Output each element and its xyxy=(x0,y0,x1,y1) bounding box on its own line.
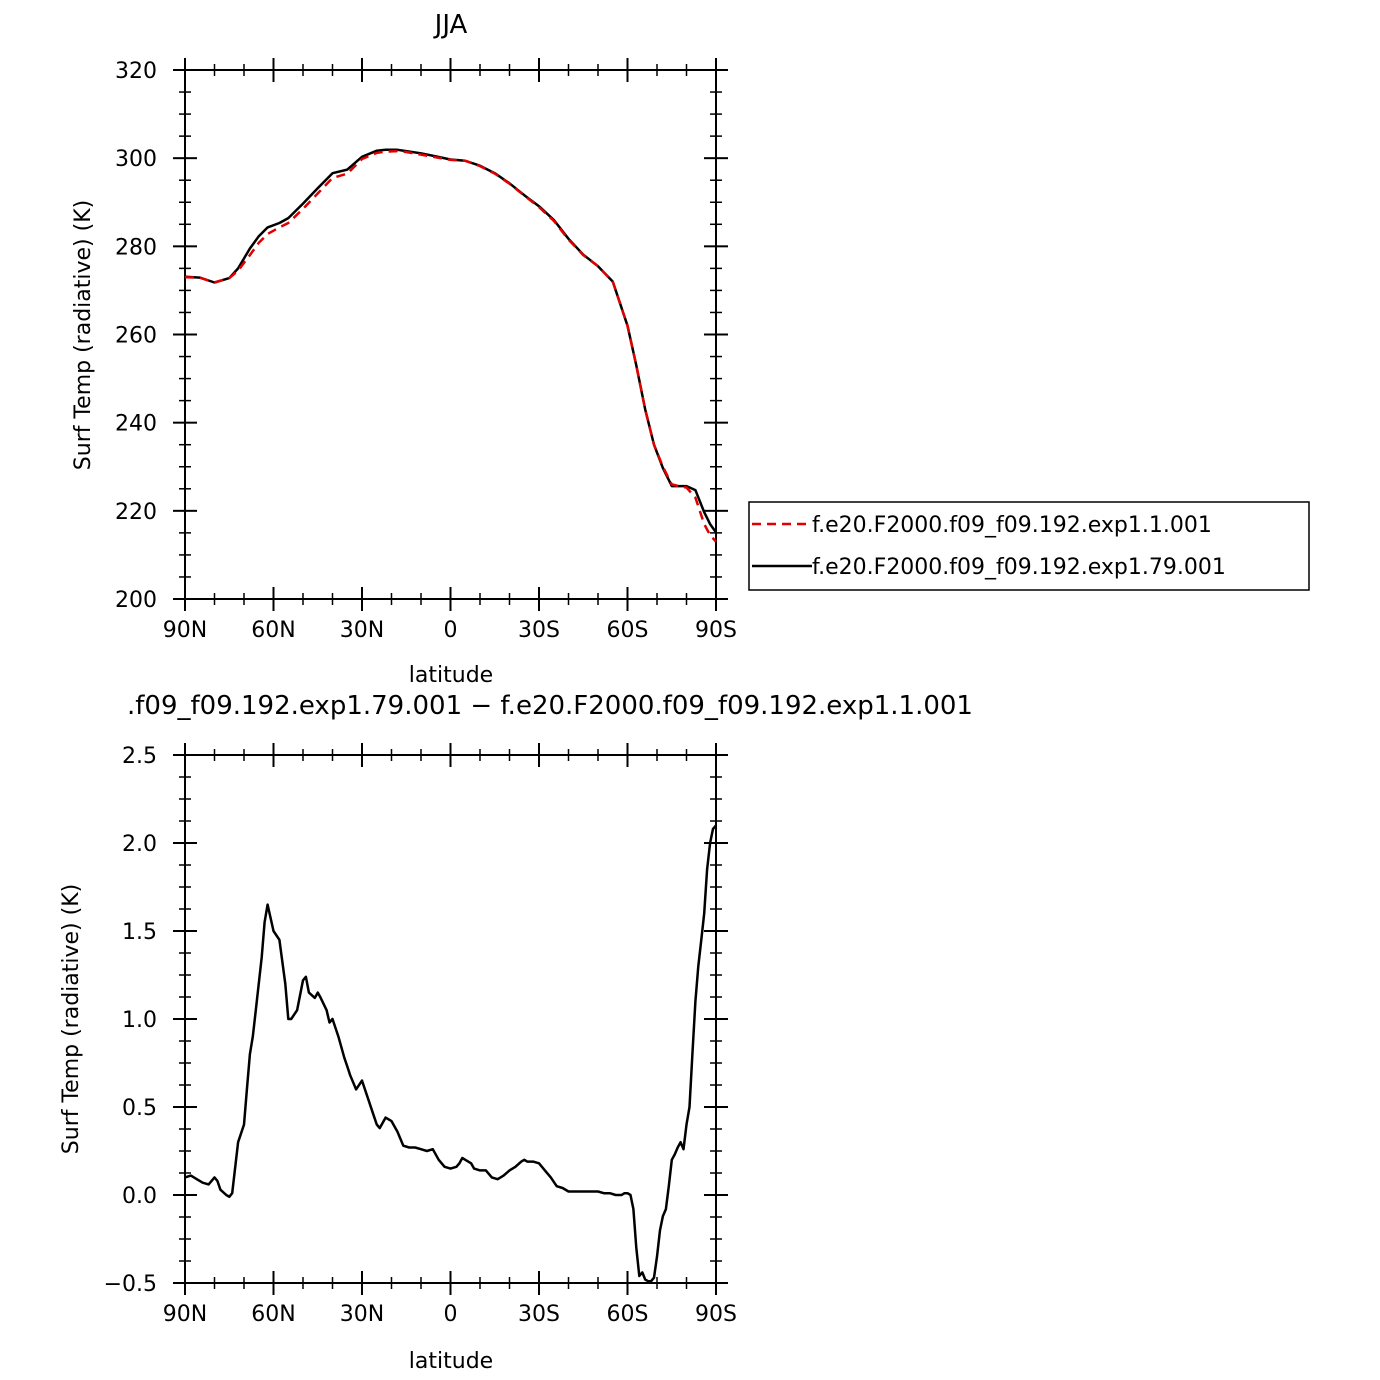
top-x-tick-label: 30S xyxy=(518,618,560,643)
bottom-y-tick-label: 1.5 xyxy=(122,920,157,945)
top-y-tick-label: 280 xyxy=(115,235,157,260)
bottom-y-tick-label: −0.5 xyxy=(104,1272,157,1297)
bottom-x-tick-label: 60S xyxy=(607,1302,649,1327)
bottom-x-tick-label: 30S xyxy=(518,1302,560,1327)
top-y-tick-label: 220 xyxy=(115,500,157,525)
top-x-tick-label: 90S xyxy=(695,618,737,643)
bottom-y-tick-label: 2.5 xyxy=(122,744,157,769)
top-x-tick-label: 60S xyxy=(607,618,649,643)
bottom-panel: .f09_f09.192.exp1.79.001 − f.e20.F2000.f… xyxy=(59,691,973,1374)
top-x-tick-label: 90N xyxy=(163,618,207,643)
top-y-axis-title: Surf Temp (radiative) (K) xyxy=(71,200,96,470)
bottom-x-tick-label: 90S xyxy=(695,1302,737,1327)
bottom-plot-area: 90N 60N 30N 0 30S 60S 90S −0.5 0.0 0.5 1.0 1.5 2.0 2.… xyxy=(104,743,737,1327)
bottom-y-tick-label: 0.0 xyxy=(122,1184,157,1209)
top-x-tick-label: 60N xyxy=(251,618,295,643)
bottom-plot-frame xyxy=(184,754,717,1284)
top-y-tick-label: 320 xyxy=(115,59,157,84)
legend-box xyxy=(748,501,1310,591)
top-plot-frame xyxy=(184,69,717,600)
top-x-tick-label: 0 xyxy=(444,618,458,643)
top-panel: JJA 90N 60N 30N 0 30S 60S 90S 200 220 240 260 280 30… xyxy=(71,10,1310,688)
top-chart-title: JJA xyxy=(433,10,468,40)
top-y-tick-label: 200 xyxy=(115,588,157,613)
bottom-x-axis-title: latitude xyxy=(409,1349,493,1374)
bottom-x-tick-label: 0 xyxy=(444,1302,458,1327)
top-series-line-2 xyxy=(184,148,718,534)
top-x-axis-title: latitude xyxy=(409,663,493,688)
bottom-x-tick-label: 30N xyxy=(340,1302,384,1327)
top-series-line-1 xyxy=(184,149,717,543)
legend-label-series-1: f.e20.F2000.f09_f09.192.exp1.1.001 xyxy=(812,513,1212,538)
bottom-y-tick-label: 2.0 xyxy=(122,832,157,857)
legend-label-series-2: f.e20.F2000.f09_f09.192.exp1.79.001 xyxy=(812,555,1226,580)
legend: f.e20.F2000.f09_f09.192.exp1.1.001 f.e20… xyxy=(748,501,1310,591)
top-y-tick-label: 300 xyxy=(115,147,157,172)
top-y-tick-label: 240 xyxy=(115,412,157,437)
bottom-chart-title: .f09_f09.192.exp1.79.001 − f.e20.F2000.f… xyxy=(127,691,973,721)
top-y-tick-label: 260 xyxy=(115,324,157,349)
bottom-x-tick-label: 90N xyxy=(163,1302,207,1327)
top-plot-area: 90N 60N 30N 0 30S 60S 90S 200 220 240 260 280 300 320 xyxy=(115,58,737,643)
bottom-y-axis-title: Surf Temp (radiative) (K) xyxy=(59,884,84,1154)
bottom-x-tick-label: 60N xyxy=(251,1302,295,1327)
bottom-y-tick-label: 0.5 xyxy=(122,1096,157,1121)
bottom-y-tick-label: 1.0 xyxy=(122,1008,157,1033)
top-x-tick-label: 30N xyxy=(340,618,384,643)
bottom-series-line-1 xyxy=(184,824,717,1283)
